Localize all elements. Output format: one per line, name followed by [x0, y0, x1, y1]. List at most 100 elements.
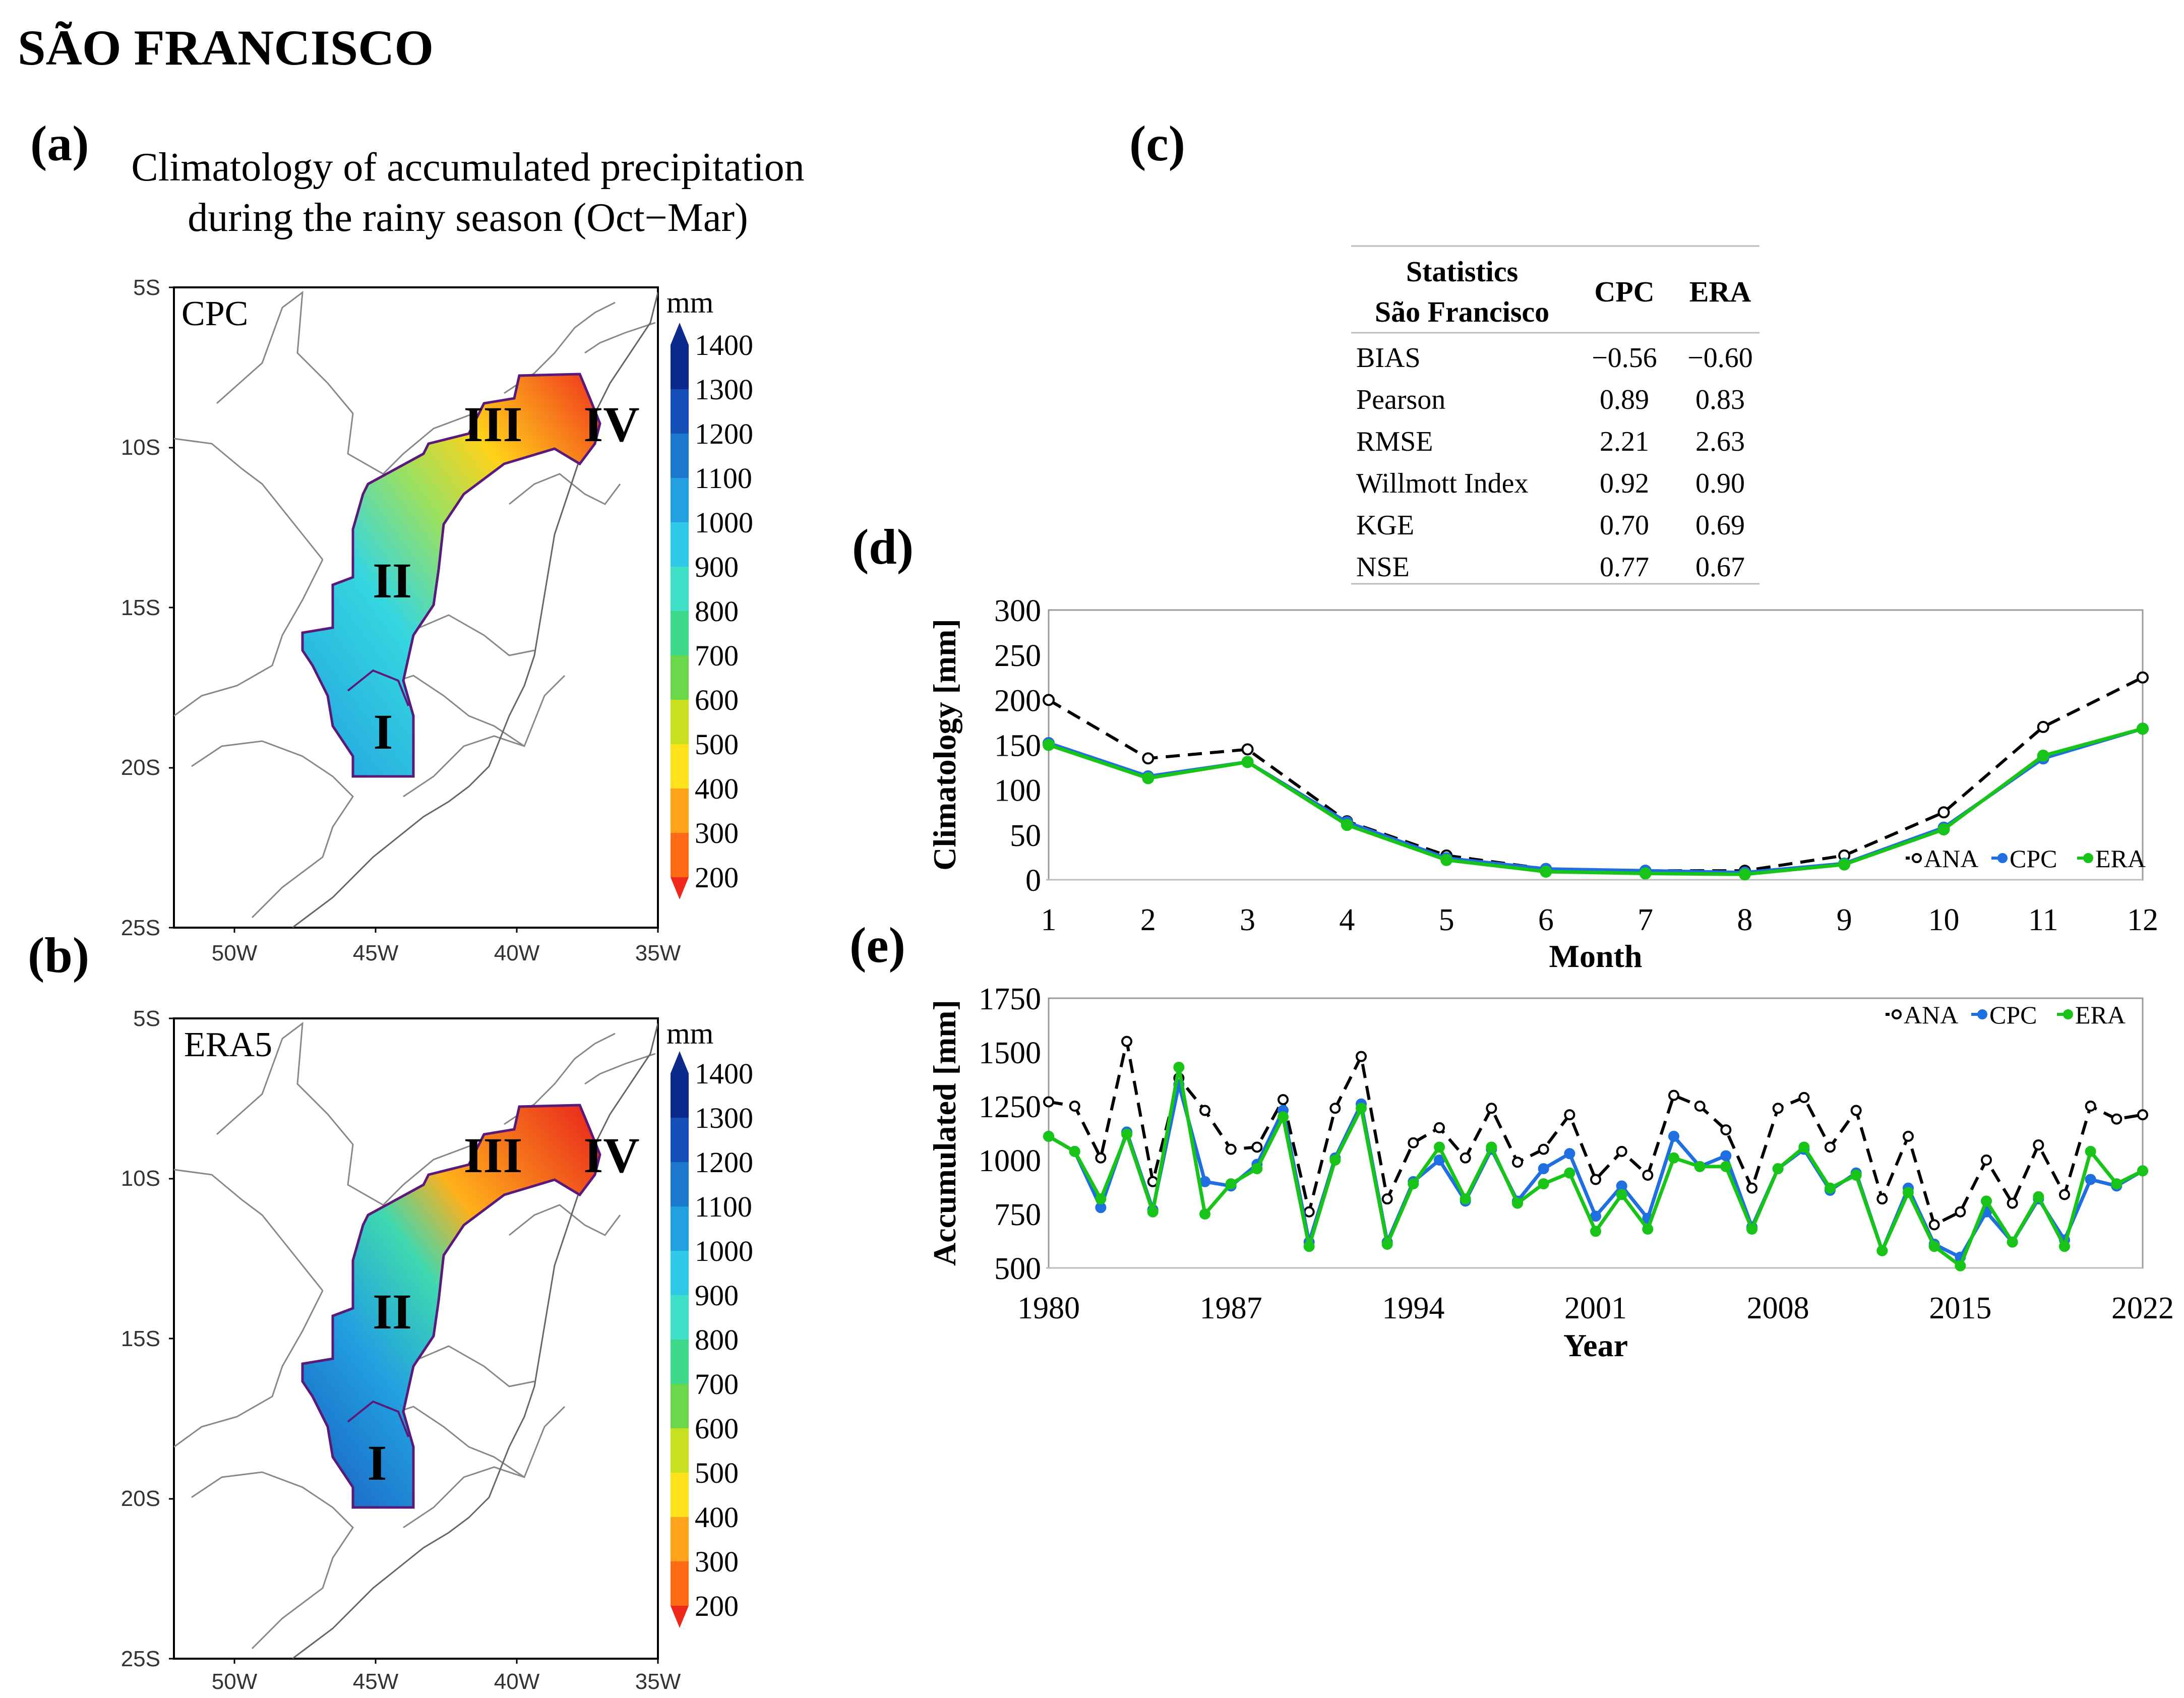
lat-tick: 5S — [133, 275, 160, 300]
legend-marker-cpc — [1977, 1009, 1987, 1019]
data-point-ana — [1043, 694, 1055, 706]
colorbar-segment — [671, 1118, 689, 1162]
colorbar-segment — [671, 833, 689, 877]
legend-label-ana: ANA — [1904, 1001, 1958, 1029]
data-point-ana — [2137, 671, 2149, 684]
data-point-ana — [1564, 1109, 1575, 1121]
data-point-cpc — [1538, 1163, 1549, 1175]
colorbar-upper-arrow — [671, 1051, 689, 1073]
data-point-ana — [2033, 1139, 2044, 1151]
x-tick-label: 6 — [1538, 903, 1554, 937]
y-tick-label: 1750 — [979, 982, 1041, 1016]
y-tick-label: 250 — [994, 639, 1041, 673]
map-b-region-II: II — [373, 1284, 412, 1340]
data-point-era — [1850, 1169, 1862, 1181]
table-cell-era: 2.63 — [1695, 426, 1745, 457]
chart-d-legend: ANA CPC ERA — [1906, 844, 2146, 873]
y-tick-label: 1000 — [979, 1144, 1041, 1178]
data-point-ana — [1512, 1157, 1523, 1168]
map-b-state-borders — [174, 1021, 656, 1650]
data-point-ana — [1642, 1169, 1654, 1181]
colorbar-segment — [671, 1073, 689, 1118]
lon-tick: 45W — [353, 1669, 399, 1694]
data-point-era — [2137, 722, 2149, 735]
map-b-region-IV: IV — [583, 1127, 639, 1183]
legend-marker-cpc — [1997, 853, 2008, 863]
colorbar-b: mm 1400 1300 1200 1100 1000 900 800 700 600 500 40… — [666, 1017, 753, 1628]
lon-tick: 50W — [212, 1669, 258, 1694]
lat-tick: 15S — [121, 1326, 160, 1351]
lat-tick: 20S — [121, 755, 160, 780]
lat-tick: 25S — [121, 916, 160, 940]
map-a-lat-ticks: 5S 10S 15S 20S 25S — [121, 275, 160, 940]
data-point-era — [2033, 1191, 2044, 1202]
colorbar-segment — [671, 478, 689, 522]
lon-tick: 40W — [494, 941, 540, 965]
table-cell-cpc: −0.56 — [1592, 342, 1657, 374]
colorbar-tick-label: 200 — [695, 1590, 739, 1622]
data-point-era — [1199, 1208, 1210, 1220]
x-tick-label: 1980 — [1017, 1291, 1080, 1325]
data-point-era — [2085, 1145, 2096, 1157]
data-point-ana — [1538, 1143, 1549, 1155]
legend-label-era: ERA — [2095, 844, 2146, 873]
panel-label-c: (c) — [1129, 115, 1185, 171]
data-point-era — [1720, 1161, 1732, 1172]
x-tick-label: 4 — [1339, 903, 1355, 937]
data-point-era — [1147, 1206, 1159, 1218]
table-row-name: KGE — [1356, 510, 1414, 541]
table-cell-cpc: 0.77 — [1600, 552, 1649, 583]
colorbar-tick-label: 1100 — [695, 462, 752, 495]
colorbar-segment — [671, 345, 689, 389]
data-point-ana — [1408, 1137, 1419, 1148]
data-point-ana — [2037, 720, 2049, 733]
data-point-era — [1738, 868, 1751, 881]
panel-label-b: (b) — [28, 927, 89, 983]
data-point-era — [1303, 1241, 1315, 1252]
x-tick-label: 8 — [1737, 903, 1752, 937]
data-point-ana — [1460, 1152, 1471, 1164]
chart-d-frame — [1048, 609, 2144, 881]
colorbar-segment — [671, 1384, 689, 1428]
chart-e-axes: 500 750 1000 1250 1500 1750 1980 1987 1994 2001 20… — [979, 982, 2174, 1325]
colorbar-tick-label: 400 — [695, 772, 739, 805]
chart-d-ylabel: Climatology [mm] — [927, 619, 962, 870]
table-cell-cpc: 0.92 — [1600, 468, 1649, 499]
data-point-cpc — [1668, 1130, 1679, 1142]
data-point-era — [2137, 1165, 2148, 1177]
data-point-era — [1564, 1167, 1575, 1179]
data-point-cpc — [1199, 1176, 1210, 1187]
table-cell-cpc: 0.70 — [1600, 510, 1649, 541]
colorbar-tick-label: 1400 — [695, 1057, 753, 1090]
colorbar-segment — [671, 522, 689, 567]
data-point-ana — [1069, 1101, 1080, 1112]
map-b-region-I: I — [368, 1435, 387, 1491]
table-cell-cpc: 0.89 — [1600, 384, 1649, 415]
table-header-cpc: CPC — [1594, 275, 1654, 308]
x-tick-label: 2008 — [1747, 1291, 1809, 1325]
lon-tick: 45W — [353, 941, 399, 965]
series-line-cpc — [1048, 727, 2144, 875]
colorbar-tick-label: 1000 — [695, 1235, 753, 1267]
chart-e-series — [1043, 1036, 2148, 1271]
x-tick-label: 2022 — [2111, 1291, 2174, 1325]
panel-label-d: (d) — [852, 519, 914, 575]
legend-label-ana: ANA — [1924, 844, 1978, 873]
colorbar-segment — [671, 1206, 689, 1251]
map-a-label: CPC — [181, 294, 248, 333]
table-header-region: São Francisco — [1375, 295, 1549, 328]
data-point-ana — [1850, 1105, 1862, 1116]
colorbar-upper-arrow — [671, 323, 689, 345]
map-a-subbasin-boundary — [347, 669, 409, 706]
lat-tick: 25S — [121, 1647, 160, 1671]
map-a-region-I: I — [374, 704, 393, 760]
data-point-era — [1043, 739, 1055, 751]
colorbar-tick-label: 200 — [695, 861, 739, 894]
map-a-basin — [301, 373, 601, 778]
colorbar-tick-label: 1200 — [695, 417, 753, 450]
table-cell-era: 0.90 — [1695, 468, 1745, 499]
chart-d-series — [1043, 671, 2149, 881]
table-cell-era: 0.83 — [1695, 384, 1745, 415]
